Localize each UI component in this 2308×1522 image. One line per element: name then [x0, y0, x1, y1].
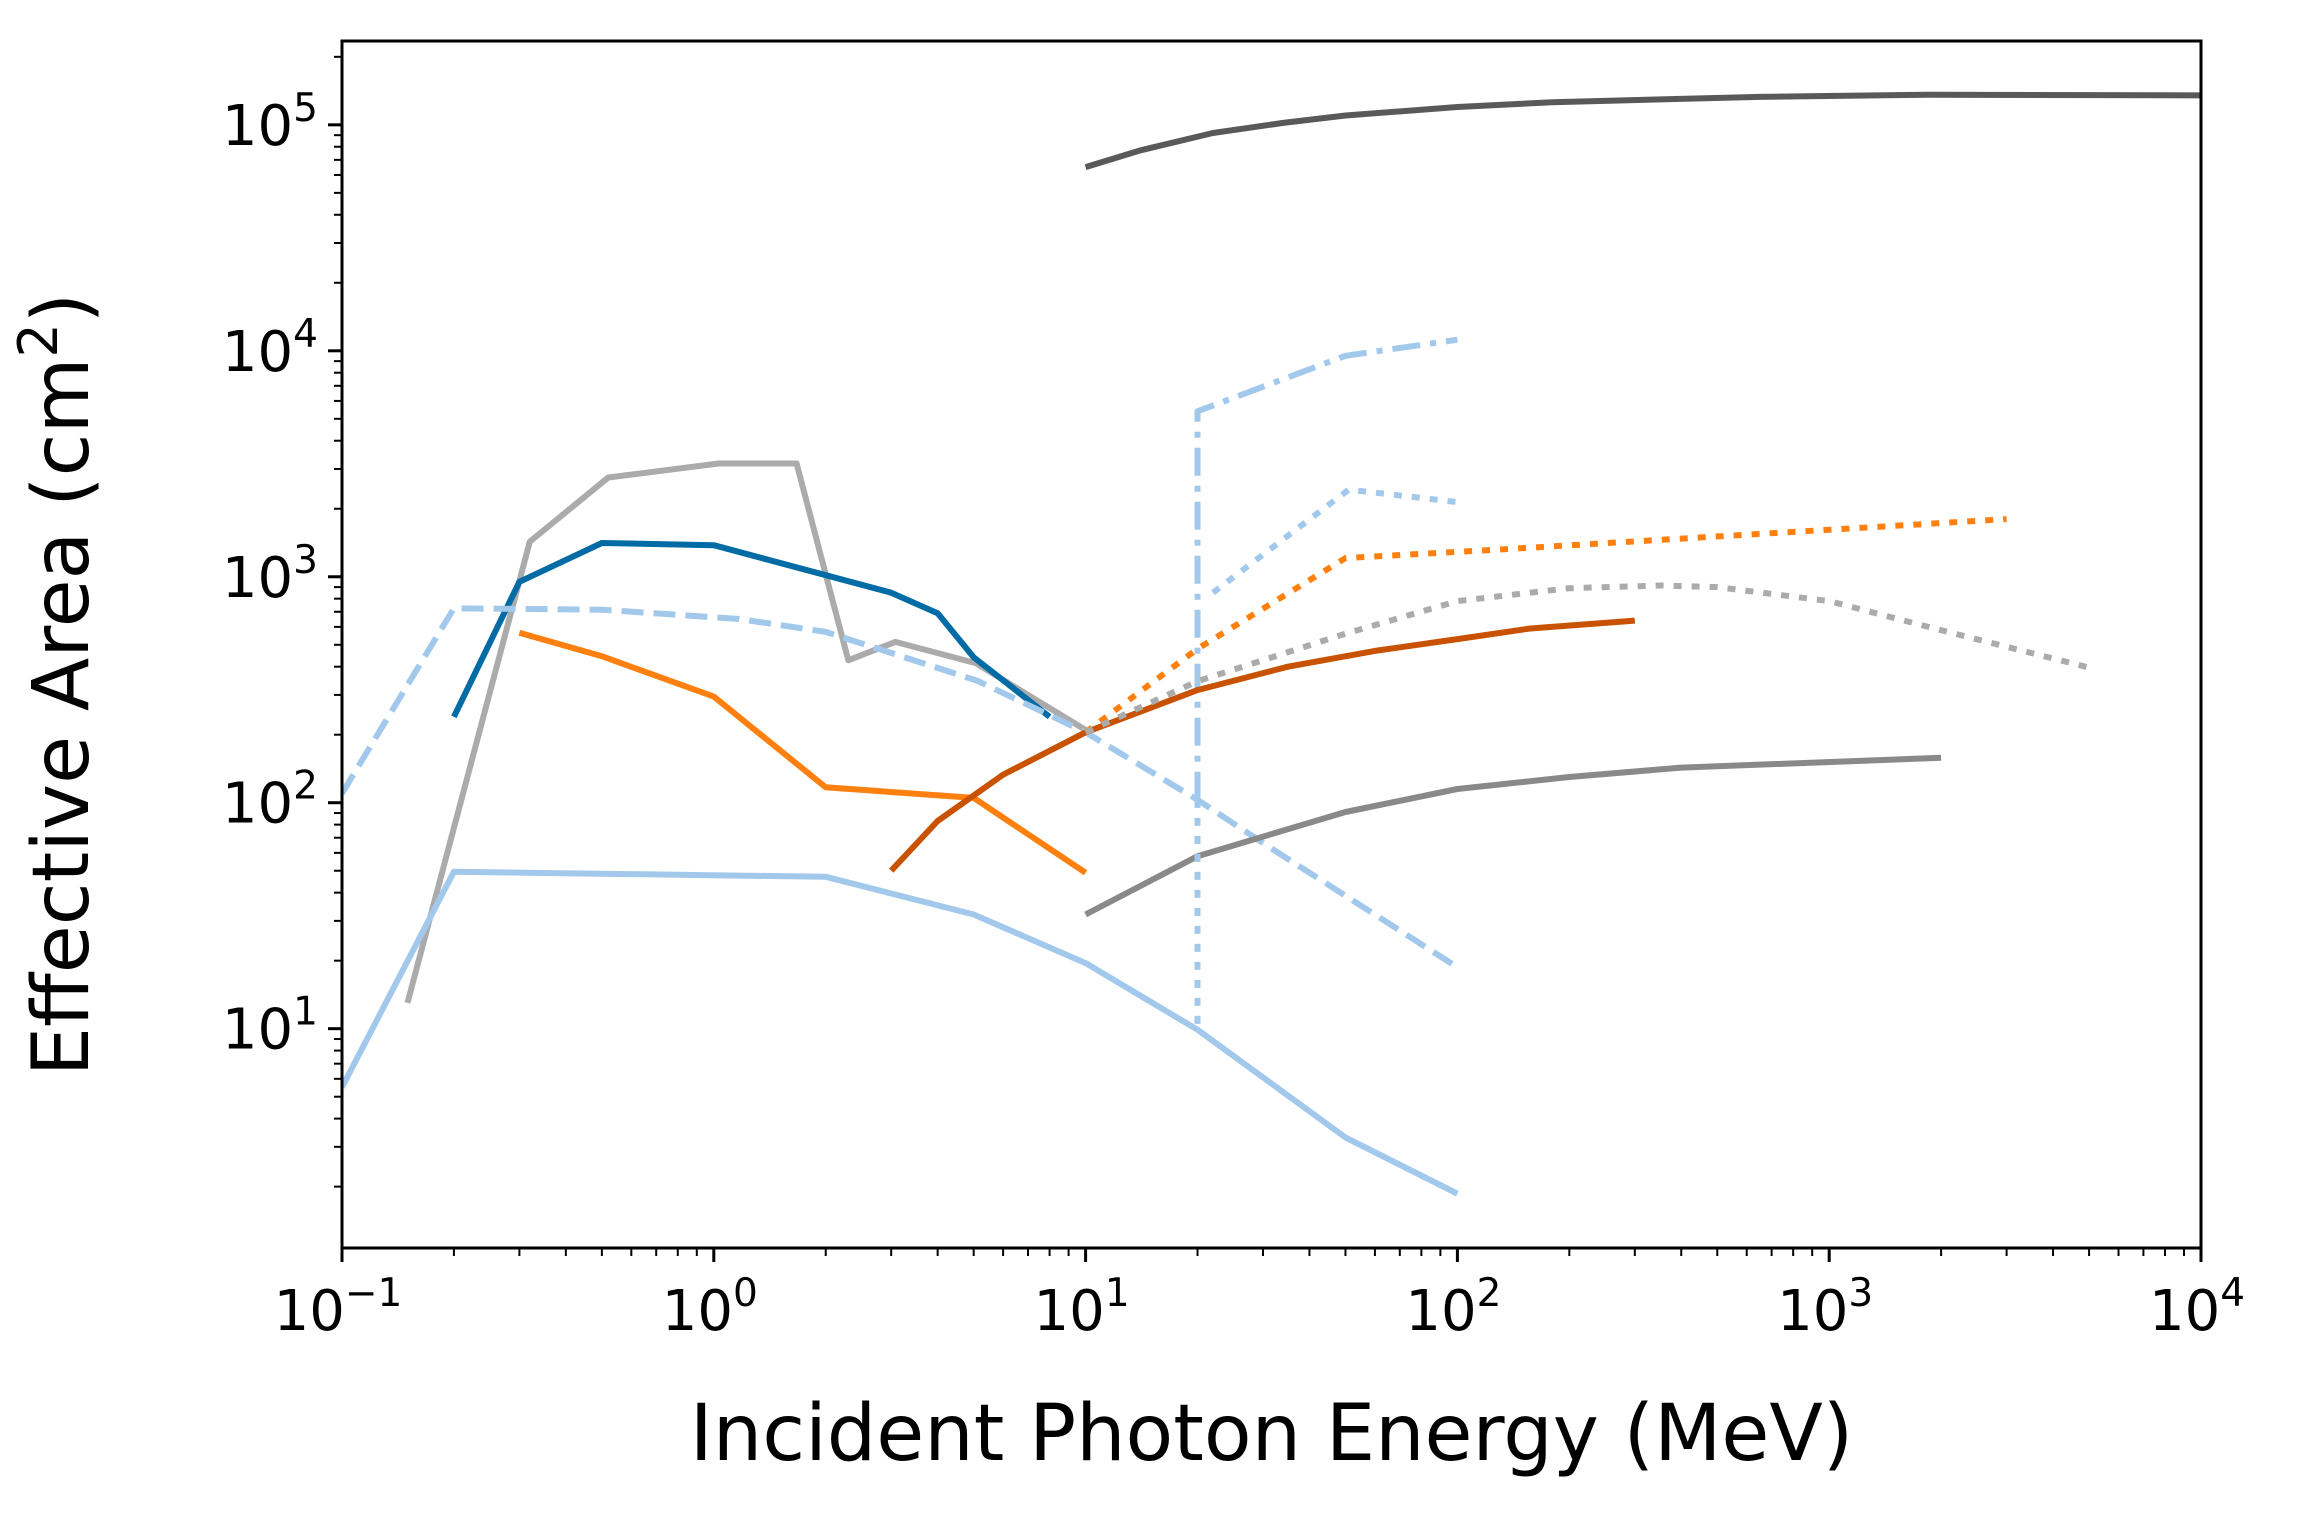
series-line-light-gray-solid	[404, 460, 1088, 1004]
y-axis-title-main: Effective Area (cm	[17, 358, 107, 1077]
series-line-orange-solid	[518, 629, 1088, 876]
plot-frame	[340, 39, 2203, 1250]
series-line-orange-dotted	[1083, 516, 2007, 735]
series-line-light-blue-dashdot	[1194, 336, 1458, 800]
y-tick-label: 103	[222, 538, 318, 611]
series-line-mid-gray-solid	[1084, 754, 1942, 918]
series-line-dark-gray-solid	[1084, 91, 2201, 170]
series-line-dark-orange-solid	[889, 617, 1636, 873]
series-line-light-blue-dotted	[1211, 486, 1458, 596]
x-tick-label: 103	[1777, 1271, 1873, 1344]
y-tick-label: 104	[222, 312, 318, 385]
y-axis-title-end: )	[17, 293, 107, 323]
x-axis-title: Incident Photon Energy (MeV)	[690, 1389, 1853, 1479]
x-tick-label: 10−1	[274, 1271, 403, 1344]
x-tick-label: 100	[662, 1271, 758, 1344]
series-line-light-blue-solid	[342, 868, 1459, 1197]
y-axis-ticks: 101 102 103 104 105	[222, 55, 342, 1188]
plot-lines	[342, 91, 2201, 1197]
x-tick-label: 101	[1034, 1271, 1130, 1344]
y-tick-label: 101	[222, 990, 318, 1063]
x-axis-ticks: 10−1 100 101 102 103 104	[274, 1248, 2245, 1344]
series-line-blue-solid	[451, 540, 1052, 720]
y-tick-label: 105	[222, 86, 318, 159]
x-tick-label: 102	[1405, 1271, 1501, 1344]
y-axis-title: Effective Area (cm2)	[7, 293, 108, 1076]
series-line-light-blue-dashed	[342, 605, 1460, 970]
x-tick-label: 104	[2149, 1271, 2245, 1344]
y-axis-title-sup: 2	[7, 323, 70, 357]
y-tick-label: 102	[222, 764, 318, 837]
series-line-gray-dotted	[1084, 582, 2097, 736]
